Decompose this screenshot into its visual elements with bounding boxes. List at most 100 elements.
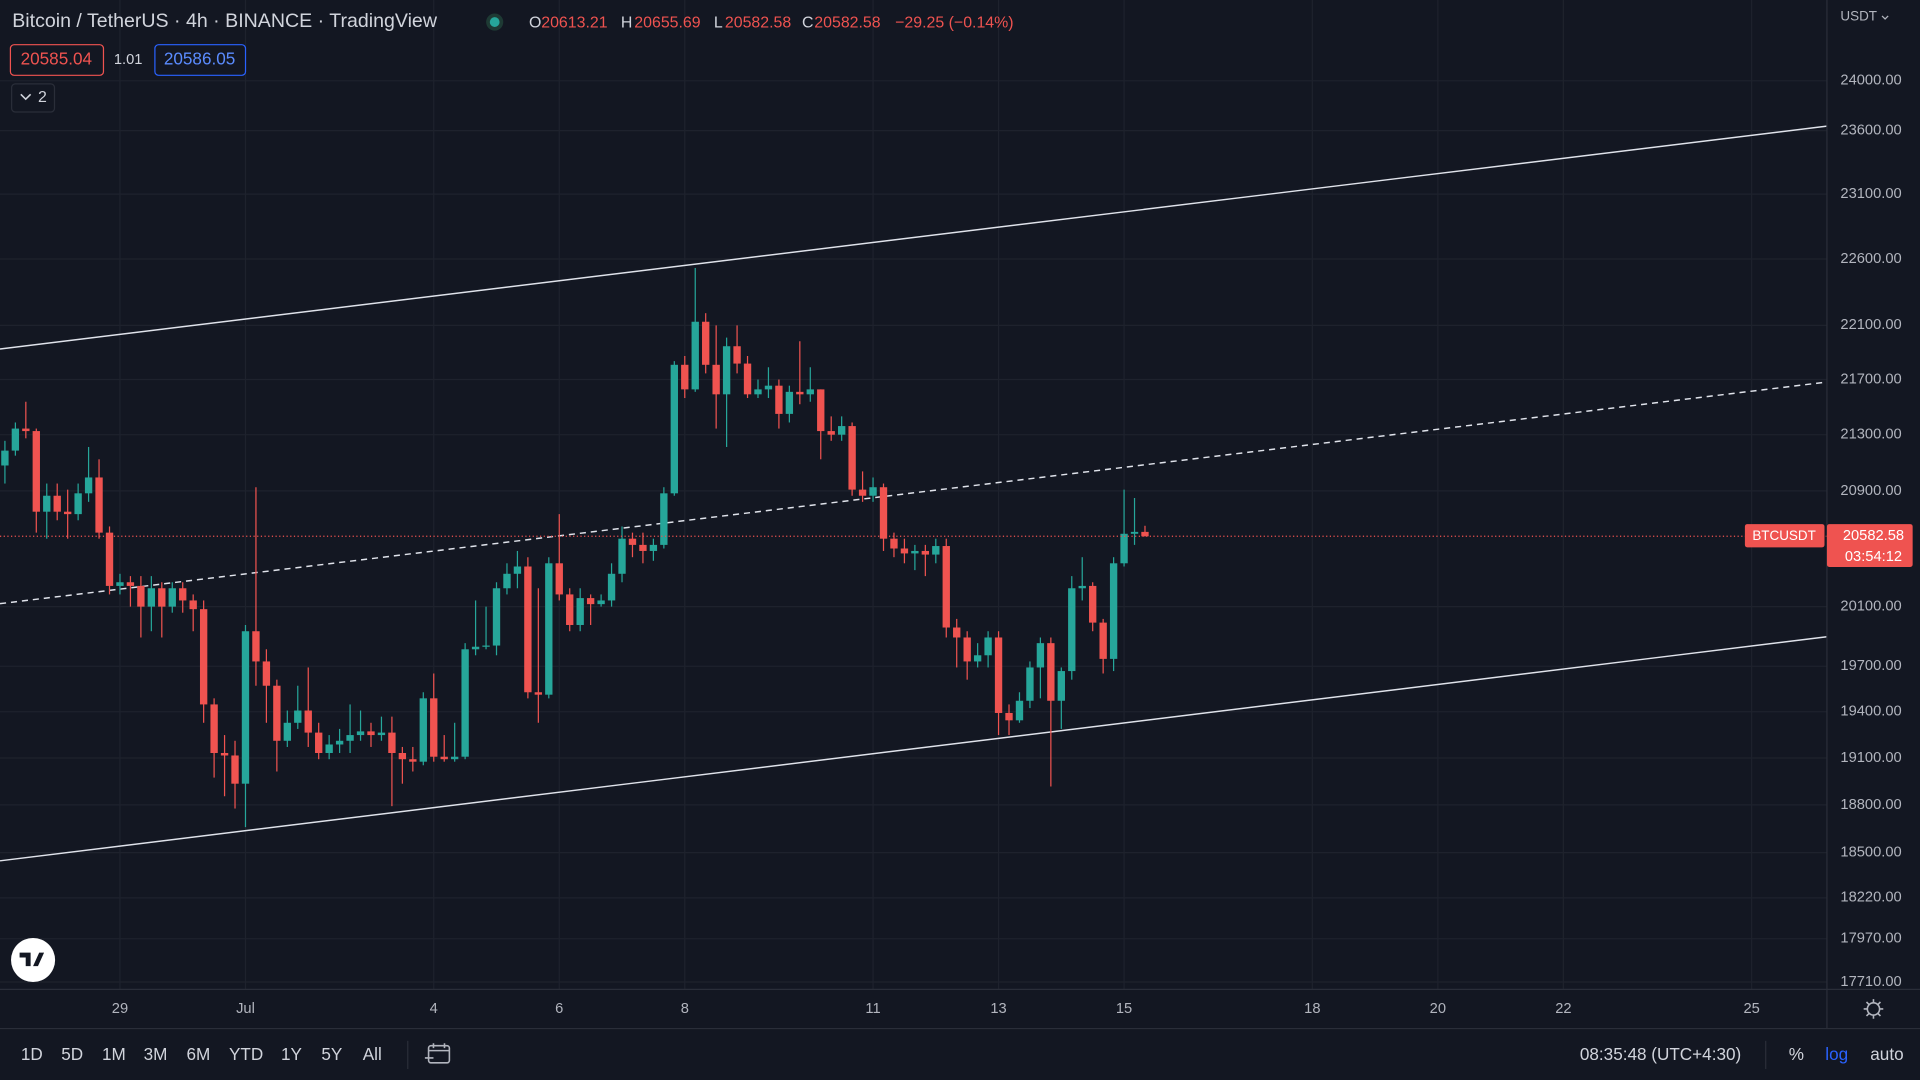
candle-body bbox=[785, 391, 794, 414]
candle-body bbox=[1, 450, 9, 466]
candle-body bbox=[1026, 667, 1034, 701]
ohlc-value: 20613.21 bbox=[541, 14, 607, 31]
candle-body bbox=[482, 645, 490, 647]
axes: 24000.00 23600.00 23100.00 22600.00 22100.00… bbox=[0, 0, 1920, 1030]
candle-body bbox=[179, 588, 187, 601]
indicator-count: 2 bbox=[38, 89, 47, 106]
candle-body bbox=[858, 489, 867, 496]
candle-body bbox=[628, 538, 637, 545]
y-tick-label: 18500.00 bbox=[1840, 844, 1901, 860]
candle-body bbox=[241, 631, 250, 784]
candle-body bbox=[63, 511, 72, 515]
timeframe-button[interactable]: 3M bbox=[144, 1044, 168, 1064]
candle-body bbox=[566, 594, 574, 625]
x-tick-label: 11 bbox=[865, 1001, 880, 1017]
candle-body bbox=[681, 364, 689, 390]
y-tick-label: 17970.00 bbox=[1840, 931, 1901, 947]
chevron-icon bbox=[20, 93, 32, 101]
candle-body bbox=[586, 598, 595, 605]
last-price: 20582.58 bbox=[1843, 528, 1904, 544]
timeframe-button[interactable]: YTD bbox=[229, 1044, 263, 1064]
y-tick-label: 17710.00 bbox=[1840, 974, 1901, 990]
scale-option[interactable]: % bbox=[1789, 1044, 1804, 1064]
timeframe-button[interactable]: 1D bbox=[21, 1044, 43, 1064]
gear-teeth bbox=[1863, 999, 1884, 1019]
timeframe-button[interactable]: 5D bbox=[61, 1044, 83, 1064]
candle-body bbox=[691, 321, 699, 390]
ohlc-value: 20582.58 bbox=[725, 14, 791, 31]
candle-body bbox=[388, 732, 396, 753]
bid-box[interactable] bbox=[9, 44, 105, 76]
timeframe-button[interactable]: 6M bbox=[186, 1044, 210, 1064]
y-tick-label: 22100.00 bbox=[1840, 317, 1901, 333]
candle-body bbox=[1057, 671, 1065, 701]
currency-chevron bbox=[1881, 15, 1889, 20]
candle-body bbox=[806, 389, 814, 395]
scale-option[interactable]: log bbox=[1825, 1044, 1848, 1064]
candle-body bbox=[1005, 712, 1013, 721]
candle-body bbox=[743, 363, 752, 395]
ask-box[interactable] bbox=[154, 44, 247, 76]
candle-body bbox=[513, 566, 522, 574]
candle-body bbox=[1120, 533, 1128, 564]
candle-body bbox=[1141, 531, 1149, 537]
settings-icon[interactable] bbox=[1863, 999, 1884, 1019]
candle-body bbox=[607, 573, 616, 601]
currency[interactable]: USDT bbox=[1840, 9, 1877, 24]
bottom-toolbar: 08:35:48 (UTC+4:30) 1D 5D 1M 3M 6M YTD 1Y 5Y All… bbox=[21, 1040, 1904, 1069]
candle-body bbox=[273, 685, 281, 741]
candle-body bbox=[1036, 643, 1045, 668]
candle-body bbox=[545, 563, 553, 695]
logo-mark bbox=[19, 952, 45, 967]
candle-body bbox=[932, 546, 940, 555]
y-tick-label: 22600.00 bbox=[1840, 251, 1901, 267]
candle-body bbox=[702, 321, 710, 365]
candle-body bbox=[827, 431, 835, 435]
indicator-toggle[interactable] bbox=[11, 83, 56, 113]
ohlc-label: C bbox=[802, 14, 814, 31]
y-tick-label: 18220.00 bbox=[1840, 890, 1901, 906]
candle-body bbox=[419, 698, 427, 762]
timeframe-button[interactable]: 5Y bbox=[321, 1044, 343, 1064]
scale-option[interactable]: auto bbox=[1870, 1044, 1903, 1064]
header: Bitcoin / TetherUS · 4h · BINANCE · Trad… bbox=[9, 10, 1014, 113]
candle-body bbox=[555, 563, 563, 595]
candle-body bbox=[430, 698, 438, 757]
candle-body bbox=[576, 598, 584, 625]
countdown: 03:54:12 bbox=[1845, 549, 1902, 565]
candle-body bbox=[963, 637, 971, 662]
candle-body bbox=[1089, 585, 1097, 623]
y-tick-label: 19700.00 bbox=[1840, 658, 1901, 674]
timeframe-button[interactable]: 1Y bbox=[281, 1044, 303, 1064]
x-tick-label: 15 bbox=[1116, 1001, 1132, 1017]
symbol-tag bbox=[1744, 524, 1825, 548]
candles bbox=[0, 267, 1827, 828]
candle-body bbox=[492, 588, 501, 646]
candle-body bbox=[1068, 588, 1076, 672]
y-tick-label: 24000.00 bbox=[1840, 73, 1901, 89]
candle-body bbox=[649, 544, 658, 551]
channel-upper bbox=[0, 125, 1828, 350]
candle-body bbox=[722, 346, 731, 395]
candle-body bbox=[440, 756, 448, 760]
candle-body bbox=[116, 582, 124, 586]
candle-body bbox=[775, 385, 783, 414]
candle-body bbox=[346, 735, 354, 741]
y-tick-label: 20100.00 bbox=[1840, 599, 1901, 615]
clock[interactable]: 08:35:48 (UTC+4:30) bbox=[1580, 1044, 1741, 1064]
candle-body bbox=[869, 487, 877, 496]
candle-body bbox=[1109, 563, 1118, 659]
timeframe-button[interactable]: 1M bbox=[102, 1044, 126, 1064]
candle-body bbox=[817, 389, 825, 432]
x-tick-label: 22 bbox=[1555, 1001, 1571, 1017]
tv-logo[interactable] bbox=[11, 937, 56, 983]
y-tick-label: 19100.00 bbox=[1840, 750, 1901, 766]
ohlc-value: 20655.69 bbox=[634, 14, 700, 31]
timeframe-button[interactable]: All bbox=[363, 1044, 382, 1064]
date-range-icon[interactable] bbox=[424, 1043, 451, 1064]
candle-body bbox=[1130, 531, 1139, 534]
x-tick-label: 29 bbox=[112, 1001, 128, 1017]
candle-body bbox=[22, 428, 30, 432]
candle-body bbox=[911, 550, 919, 554]
